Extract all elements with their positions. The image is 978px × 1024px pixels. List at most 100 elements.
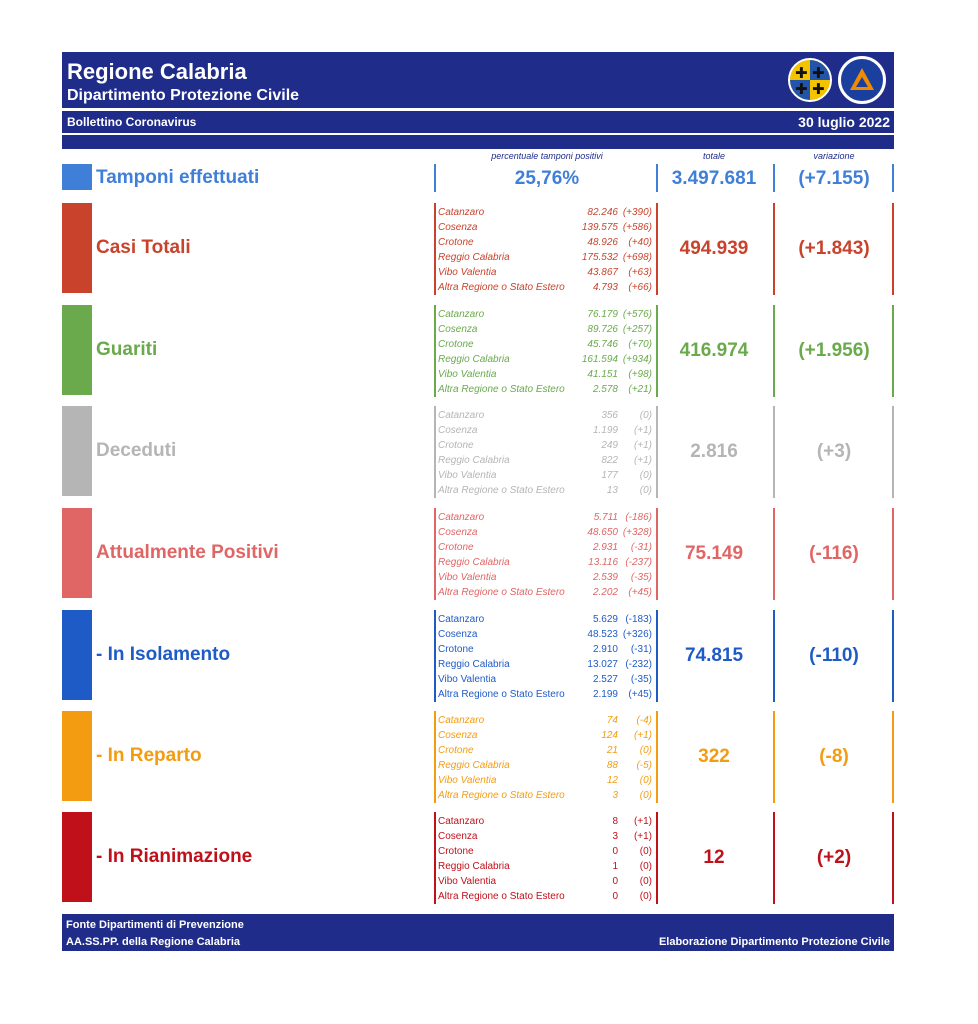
province-value: 48.650: [587, 527, 618, 538]
province-delta: (-4): [636, 715, 652, 726]
province-name: Reggio Calabria: [438, 252, 510, 263]
protezione-civile-logo-icon: [838, 56, 886, 104]
source-line-2: AA.SS.PP. della Regione Calabria: [66, 936, 241, 948]
category-variation: (-110): [809, 645, 859, 666]
col-header-variation: variazione: [813, 151, 855, 161]
province-row: Vibo Valentia 177 (0): [438, 468, 654, 483]
category-total: 2.816: [690, 441, 738, 462]
province-value: 2.578: [592, 384, 618, 395]
province-delta: (+1): [633, 455, 652, 466]
category-swatch: [62, 711, 92, 801]
category-swatch: [62, 305, 92, 395]
regione-calabria-logo-icon: ✚ ✚ ✚ ✚: [788, 58, 832, 102]
province-value: 2.199: [592, 689, 618, 700]
province-value: 48.523: [587, 629, 618, 640]
province-row: Reggio Calabria 822 (+1): [438, 453, 654, 468]
category-variation: (+3): [816, 441, 852, 462]
province-row: Vibo Valentia 43.867 (+63): [438, 265, 654, 280]
province-name: Cosenza: [438, 629, 478, 640]
province-name: Vibo Valentia: [438, 369, 497, 380]
category-row: Attualmente Positivi Catanzaro 5.711 (-186)…: [62, 508, 894, 600]
source-line-1: Fonte Dipartimenti di Prevenzione: [66, 919, 244, 931]
province-name: Reggio Calabria: [438, 760, 510, 771]
category-total: 75.149: [684, 543, 744, 564]
province-name: Cosenza: [438, 730, 478, 741]
col-header-pct: percentuale tamponi positivi: [491, 151, 603, 161]
province-name: Reggio Calabria: [438, 659, 510, 670]
province-value: 356: [601, 410, 618, 421]
province-name: Altra Regione o Stato Estero: [438, 485, 565, 496]
province-name: Crotone: [438, 644, 474, 655]
province-row: Catanzaro 74 (-4): [438, 713, 654, 728]
province-delta: (+40): [628, 237, 652, 248]
province-value: 13.027: [587, 659, 618, 670]
province-value: 175.532: [581, 252, 618, 263]
province-value: 2.527: [592, 674, 618, 685]
province-name: Reggio Calabria: [438, 455, 510, 466]
category-total: 494.939: [679, 238, 749, 259]
province-row: Reggio Calabria 161.594 (+934): [438, 352, 654, 367]
province-row: Vibo Valentia 12 (0): [438, 773, 654, 788]
header-banner: Regione Calabria Dipartimento Protezione…: [62, 52, 894, 108]
province-delta: (0): [639, 470, 652, 481]
province-value: 0: [612, 876, 618, 887]
province-delta: (-186): [625, 512, 652, 523]
province-row: Catanzaro 76.179 (+576): [438, 307, 654, 322]
category-variation: (+1.843): [798, 238, 870, 259]
province-row: Reggio Calabria 175.532 (+698): [438, 250, 654, 265]
category-row: - In Reparto Catanzaro 74 (-4) Cosenza 124 (+1…: [62, 711, 894, 803]
tamponi-variation: (+7.155): [798, 168, 870, 189]
province-row: Crotone 45.746 (+70): [438, 337, 654, 352]
category-total: 416.974: [679, 340, 749, 361]
province-value: 43.867: [587, 267, 618, 278]
province-delta: (0): [639, 846, 652, 857]
province-name: Vibo Valentia: [438, 674, 497, 685]
province-delta: (-237): [625, 557, 652, 568]
province-value: 5.711: [593, 512, 618, 523]
province-value: 3: [612, 790, 618, 801]
province-row: Altra Regione o Stato Estero 13 (0): [438, 483, 654, 498]
province-value: 249: [601, 440, 618, 451]
province-delta: (+586): [622, 222, 652, 233]
credit-line: Elaborazione Dipartimento Protezione Civ…: [658, 936, 890, 948]
province-name: Cosenza: [438, 324, 478, 335]
tamponi-total: 3.497.681: [671, 168, 757, 189]
province-row: Altra Regione o Stato Estero 2.578 (+21): [438, 382, 654, 397]
province-value: 13: [606, 485, 618, 496]
province-row: Crotone 21 (0): [438, 743, 654, 758]
tamponi-row: Tamponi effettuati 25,76% 3.497.681 (+7.…: [62, 164, 894, 192]
province-name: Vibo Valentia: [438, 876, 497, 887]
province-row: Crotone 249 (+1): [438, 438, 654, 453]
province-delta: (+63): [628, 267, 652, 278]
bulletin-title: Bollettino Coronavirus: [67, 115, 197, 129]
province-name: Catanzaro: [438, 207, 485, 218]
province-value: 21: [606, 745, 618, 756]
province-value: 177: [601, 470, 618, 481]
province-list: Catanzaro 5.629 (-183) Cosenza 48.523 (+326) C…: [438, 612, 654, 702]
province-row: Cosenza 48.650 (+328): [438, 525, 654, 540]
province-delta: (-183): [625, 614, 652, 625]
province-delta: (+45): [628, 689, 652, 700]
province-delta: (0): [639, 861, 652, 872]
tamponi-pct: 25,76%: [514, 168, 580, 189]
department-subtitle: Dipartimento Protezione Civile: [67, 87, 300, 104]
category-swatch: [62, 406, 92, 496]
category-row: Casi Totali Catanzaro 82.246 (+390) Cosenza 1…: [62, 203, 894, 295]
province-row: Crotone 0 (0): [438, 844, 654, 859]
province-delta: (+45): [628, 587, 652, 598]
province-delta: (0): [639, 891, 652, 902]
tamponi-label: Tamponi effettuati: [96, 167, 260, 188]
province-value: 2.202: [592, 587, 618, 598]
province-value: 822: [601, 455, 618, 466]
province-row: Reggio Calabria 13.116 (-237): [438, 555, 654, 570]
province-delta: (+698): [622, 252, 652, 263]
category-total: 74.815: [684, 645, 744, 666]
province-value: 5.629: [592, 614, 618, 625]
province-list: Catanzaro 5.711 (-186) Cosenza 48.650 (+328) C…: [438, 510, 654, 600]
col-header-total: totale: [702, 151, 726, 161]
province-name: Catanzaro: [438, 816, 485, 827]
category-swatch: [62, 610, 92, 700]
province-row: Vibo Valentia 2.539 (-35): [438, 570, 654, 585]
province-value: 13.116: [588, 557, 618, 568]
category-total: 12: [703, 847, 725, 868]
